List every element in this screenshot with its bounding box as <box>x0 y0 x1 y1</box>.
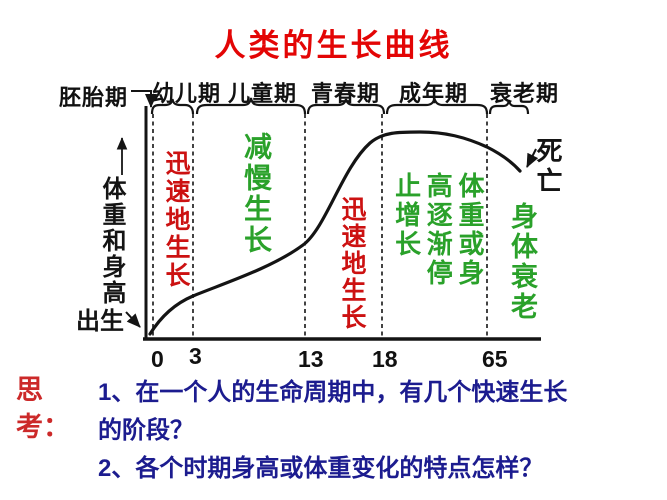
annotation-infancy: 迅速地生长 <box>162 150 190 290</box>
death-label: 死亡 <box>533 137 563 197</box>
stage-label-infancy: 幼儿期 <box>152 81 222 106</box>
x-tick-3: 3 <box>189 343 202 369</box>
annotation-senescence: 身体衰老 <box>507 202 537 322</box>
death-arrow <box>526 148 539 168</box>
x-tick-13: 13 <box>298 346 324 372</box>
stage-label-senescence: 衰老期 <box>490 81 560 106</box>
question-1: 1、在一个人的生命周期中，有几个快速生长 的阶段？ <box>98 374 567 450</box>
think-label-line2: 考： <box>16 412 70 442</box>
page-title: 人类的生长曲线 <box>214 28 453 63</box>
embryo-pointer-arrow <box>131 90 157 108</box>
y-axis-label: 体重和身高 <box>98 176 125 306</box>
birth-arrow <box>125 311 141 328</box>
stage-label-embryo: 胚胎期 <box>59 85 129 110</box>
stage-label-childhood: 儿童期 <box>228 81 298 106</box>
birth-label: 出生 <box>76 308 124 335</box>
think-label: 思 考： <box>16 372 70 446</box>
growth-curve-path <box>148 130 522 336</box>
x-tick-0: 0 <box>151 346 164 372</box>
question-1-line2: 的阶段？ <box>98 417 194 444</box>
x-tick-18: 18 <box>372 346 398 372</box>
think-label-line1: 思 <box>16 375 43 405</box>
x-tick-65: 65 <box>482 346 508 372</box>
period-braces <box>150 95 530 115</box>
annotation-puberty: 迅速地生长 <box>338 196 366 331</box>
annotation-adulthood: 体重或身高逐渐停止增长 <box>391 172 485 288</box>
question-1-line1: 1、在一个人的生命周期中，有几个快速生长 <box>98 379 568 406</box>
question-2: 2、各个时期身高或体重变化的特点怎样？ <box>98 455 544 482</box>
annotation-childhood: 减慢生长 <box>241 132 272 256</box>
